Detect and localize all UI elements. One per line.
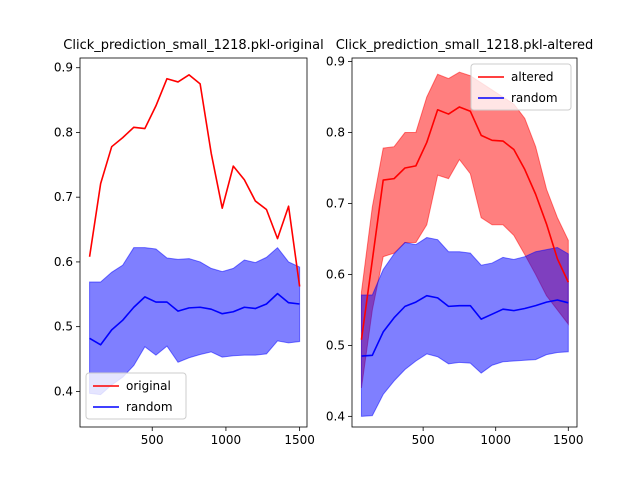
plot-frame <box>351 57 578 428</box>
legend-label-random: random <box>511 91 558 105</box>
x-tick-label: 1000 <box>480 433 511 447</box>
y-tick-label: 0.9 <box>54 61 73 75</box>
chart-title: Click_prediction_small_1218.pkl-original <box>63 38 323 53</box>
series-line-altered <box>360 106 570 340</box>
y-tick-label: 0.8 <box>54 125 73 139</box>
chart-title: Click_prediction_small_1218.pkl-altered <box>336 38 594 53</box>
y-tick-label: 0.6 <box>54 255 73 269</box>
plot-frame <box>79 57 308 428</box>
legend-label-altered: altered <box>511 70 553 84</box>
y-tick-label: 0.7 <box>326 196 345 210</box>
legend: altered random <box>470 63 572 111</box>
y-tick-label: 0.7 <box>54 190 73 204</box>
y-tick-label: 0.6 <box>326 267 345 281</box>
legend-label-random: random <box>126 400 173 414</box>
legend: original random <box>85 372 187 420</box>
y-tick-label: 0.8 <box>326 126 345 140</box>
band-random <box>89 246 301 396</box>
chart-original: Click_prediction_small_1218.pkl-original… <box>54 38 324 447</box>
x-tick-label: 1500 <box>284 433 315 447</box>
y-tick-label: 0.4 <box>326 409 345 423</box>
chart-altered: Click_prediction_small_1218.pkl-altered 5… <box>326 38 593 447</box>
band-random <box>360 237 569 417</box>
x-tick-label: 500 <box>141 433 164 447</box>
series-line-original <box>88 74 301 287</box>
y-tick-label: 0.5 <box>54 320 73 334</box>
series-line-random <box>361 294 569 357</box>
y-tick-label: 0.9 <box>326 55 345 69</box>
x-tick-label: 1500 <box>553 433 584 447</box>
x-tick-label: 1000 <box>211 433 242 447</box>
y-tick-label: 0.5 <box>326 338 345 352</box>
y-tick-label: 0.4 <box>54 384 73 398</box>
x-tick-label: 500 <box>412 433 435 447</box>
legend-label-original: original <box>126 379 171 393</box>
series-line-random <box>89 292 300 346</box>
